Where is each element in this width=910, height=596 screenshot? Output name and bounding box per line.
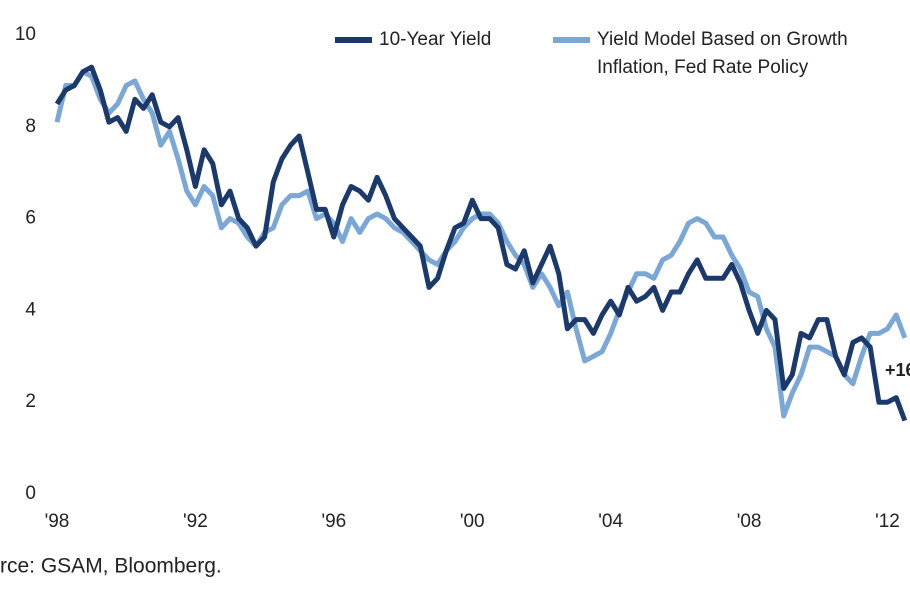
y-tick-label: 2 (25, 391, 36, 412)
x-tick-label: '92 (183, 511, 208, 532)
y-tick-label: 10 (15, 24, 36, 45)
x-tick-label: '08 (737, 511, 762, 532)
y-tick-label: 6 (25, 208, 36, 229)
x-tick-label: '98 (45, 511, 70, 532)
x-tick-label: '04 (598, 511, 623, 532)
legend-label: Yield Model Based on Growth (597, 29, 848, 50)
x-tick-label: '00 (460, 511, 485, 532)
annotation: +16 (885, 360, 910, 380)
y-tick-label: 4 (25, 299, 36, 320)
source: rce: GSAM, Bloomberg. (0, 555, 222, 578)
legend-label: Inflation, Fed Rate Policy (597, 57, 809, 78)
x-tick-label: '12 (875, 511, 900, 532)
y-tick-label: 0 (25, 483, 36, 504)
x-tick-label: '96 (321, 511, 346, 532)
y-tick-label: 8 (25, 116, 36, 137)
series-line (54, 69, 908, 419)
legend-label: 10-Year Yield (379, 29, 491, 50)
series-line (54, 64, 908, 422)
